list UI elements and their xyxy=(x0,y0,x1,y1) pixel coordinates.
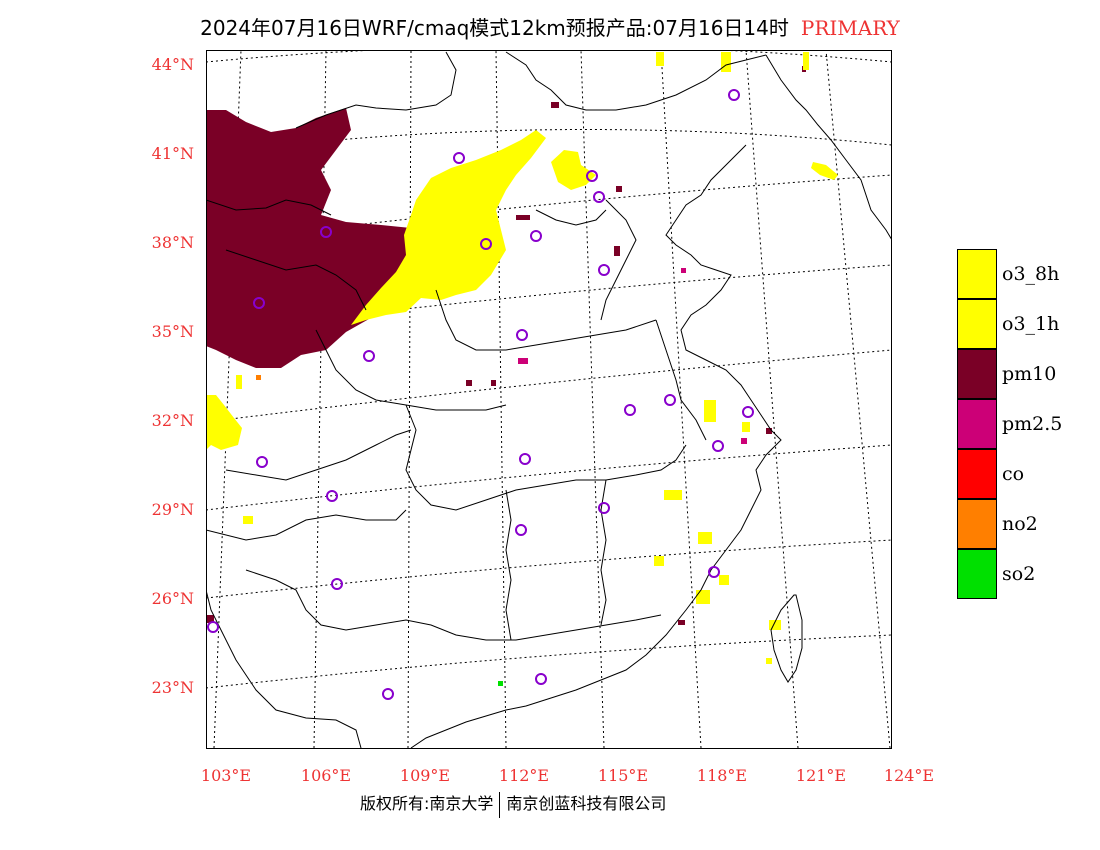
title-main: 2024年07月16日WRF/cmaq模式12km预报产品:07月16日14时 xyxy=(200,16,789,40)
map-title: 2024年07月16日WRF/cmaq模式12km预报产品:07月16日14时 P… xyxy=(0,12,1100,41)
lat-label: 35°N xyxy=(151,322,194,341)
legend-label: o3_8h xyxy=(1002,263,1060,285)
lat-label: 26°N xyxy=(151,589,194,608)
legend-label: pm2.5 xyxy=(1002,413,1063,435)
copyright-footer: 版权所有:南京大学 南京创蓝科技有限公司 xyxy=(360,790,760,818)
legend-label: pm10 xyxy=(1002,363,1057,385)
legend-swatch xyxy=(957,499,997,549)
pm25-region xyxy=(518,268,747,444)
lon-label: 112°E xyxy=(498,766,550,785)
legend-swatch xyxy=(957,349,997,399)
title-primary-tag: PRIMARY xyxy=(800,16,900,40)
lon-label: 121°E xyxy=(795,766,847,785)
legend-label: o3_1h xyxy=(1002,313,1060,335)
legend-swatch xyxy=(957,249,997,299)
lon-label: 103°E xyxy=(200,766,252,785)
lat-label: 23°N xyxy=(151,678,194,697)
legend-swatch xyxy=(957,549,997,599)
lat-label: 38°N xyxy=(151,233,194,252)
so2-speck xyxy=(498,681,503,686)
map-panel[interactable] xyxy=(206,50,892,748)
station-markers xyxy=(207,89,754,700)
legend-swatch xyxy=(957,449,997,499)
latitude-gridlines xyxy=(206,50,892,689)
legend-swatch xyxy=(957,299,997,349)
lon-label: 115°E xyxy=(597,766,649,785)
boundaries xyxy=(206,51,892,748)
lat-label: 32°N xyxy=(151,411,194,430)
legend-label: so2 xyxy=(1002,563,1036,585)
lat-label: 44°N xyxy=(151,55,194,74)
legend-label: co xyxy=(1002,463,1025,485)
lat-label: 29°N xyxy=(151,500,194,519)
lon-label: 109°E xyxy=(399,766,451,785)
forecast-map[interactable] xyxy=(206,50,892,748)
lon-label: 118°E xyxy=(696,766,748,785)
lon-label: 106°E xyxy=(300,766,352,785)
footer-left: 版权所有:南京大学 xyxy=(360,794,494,813)
footer-separator xyxy=(499,791,501,818)
footer-right: 南京创蓝科技有限公司 xyxy=(506,794,667,813)
legend-swatch xyxy=(957,399,997,449)
lat-label: 41°N xyxy=(151,144,194,163)
legend-label: no2 xyxy=(1002,513,1038,535)
lon-label: 124°E xyxy=(883,766,935,785)
o3-region xyxy=(206,52,838,664)
no2-speck xyxy=(256,375,261,380)
